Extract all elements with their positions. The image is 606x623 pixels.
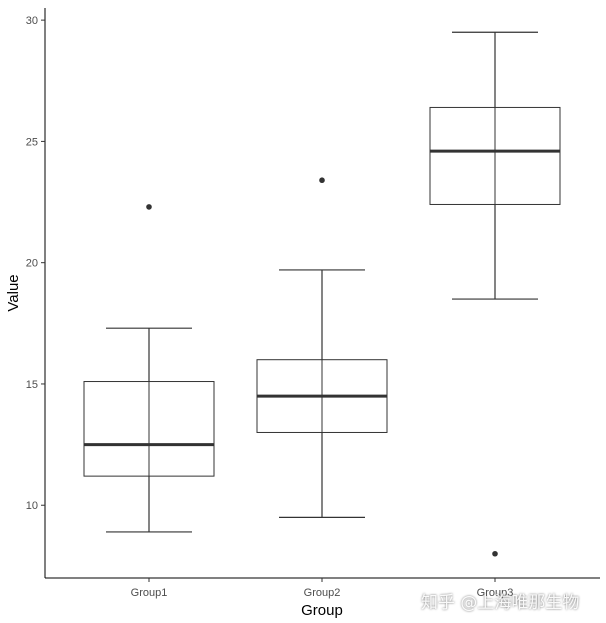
boxplot-group3 — [429, 31, 561, 557]
outlier-point — [492, 550, 498, 557]
boxplot-group2 — [256, 177, 388, 518]
x-axis: Group1 Group2 Group3 — [45, 577, 600, 599]
y-tick-label: 30 — [26, 15, 38, 27]
watermark: 知乎 @上海唯那生物 — [421, 593, 580, 613]
y-tick-label: 15 — [26, 379, 38, 391]
y-tick-label: 20 — [26, 258, 38, 270]
x-tick-label: Group3 — [477, 587, 514, 599]
boxplot-group1 — [83, 204, 215, 533]
x-axis-title: Group — [301, 602, 343, 619]
boxplots — [83, 31, 561, 557]
y-axis: 10 15 20 25 30 — [26, 8, 46, 578]
outlier-point — [146, 204, 152, 210]
y-tick-label: 10 — [26, 500, 38, 512]
y-tick-label: 25 — [26, 136, 38, 148]
x-tick-label: Group1 — [131, 587, 168, 599]
y-axis-title: Value — [5, 274, 22, 311]
outlier-point — [319, 177, 325, 184]
x-tick-label: Group2 — [304, 587, 341, 599]
